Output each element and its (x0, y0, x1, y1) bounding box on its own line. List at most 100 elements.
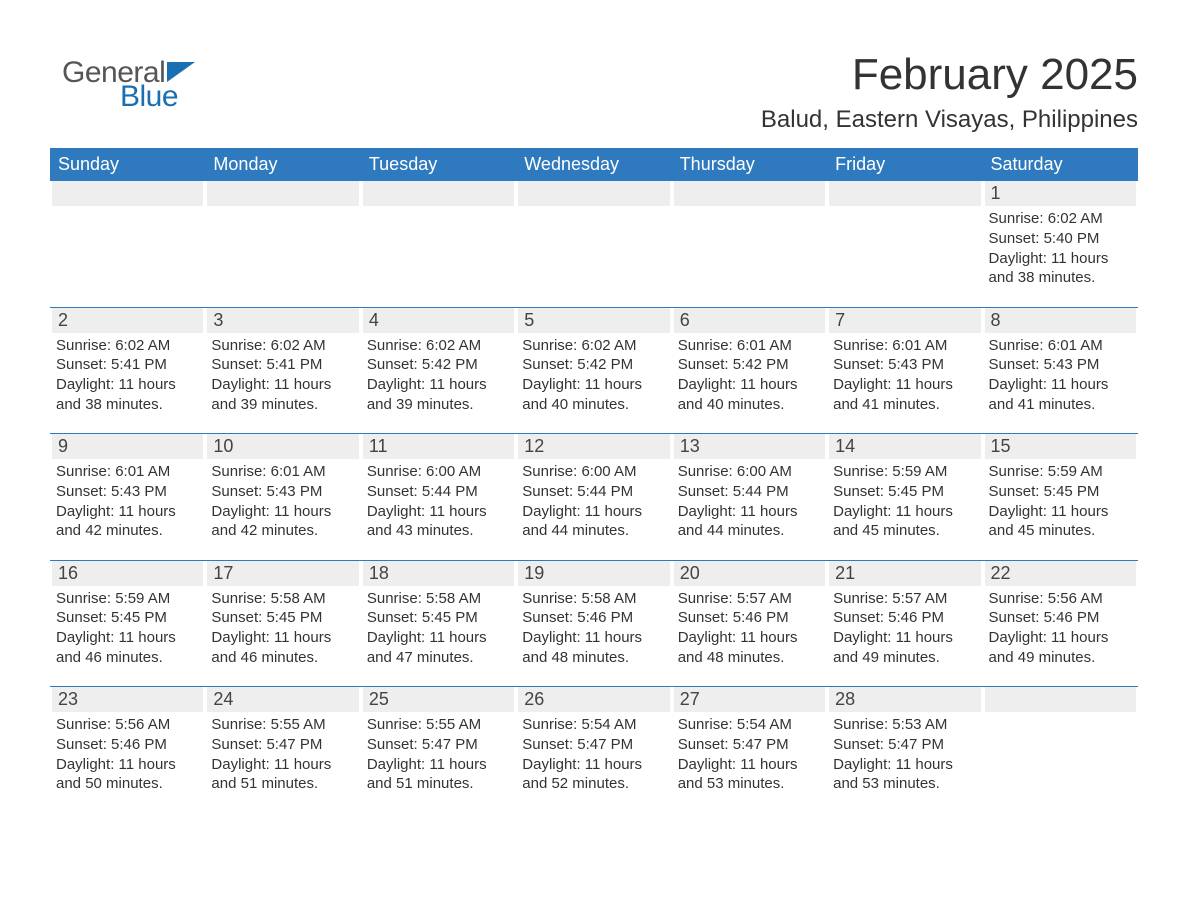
day-details: Sunrise: 5:58 AMSunset: 5:46 PMDaylight:… (518, 588, 669, 668)
weekday-header: Saturday (983, 148, 1138, 181)
daylight-text: Daylight: 11 hours and 46 minutes. (56, 628, 199, 668)
sunrise-text: Sunrise: 5:56 AM (989, 589, 1132, 609)
sunset-text: Sunset: 5:41 PM (211, 355, 354, 375)
day-number: 11 (363, 434, 514, 459)
calendar-day-cell: 14Sunrise: 5:59 AMSunset: 5:45 PMDayligh… (827, 434, 982, 560)
weekday-header: Tuesday (361, 148, 516, 181)
calendar-week: 9Sunrise: 6:01 AMSunset: 5:43 PMDaylight… (50, 434, 1138, 560)
sunset-text: Sunset: 5:42 PM (367, 355, 510, 375)
calendar-day-cell: 6Sunrise: 6:01 AMSunset: 5:42 PMDaylight… (672, 308, 827, 434)
day-number: 12 (518, 434, 669, 459)
sunset-text: Sunset: 5:47 PM (678, 735, 821, 755)
calendar-day-cell: 10Sunrise: 6:01 AMSunset: 5:43 PMDayligh… (205, 434, 360, 560)
sunset-text: Sunset: 5:47 PM (833, 735, 976, 755)
sunset-text: Sunset: 5:43 PM (56, 482, 199, 502)
day-details: Sunrise: 6:01 AMSunset: 5:43 PMDaylight:… (985, 335, 1136, 415)
logo-flag-icon (167, 62, 195, 82)
day-details: Sunrise: 6:01 AMSunset: 5:43 PMDaylight:… (207, 461, 358, 541)
sunset-text: Sunset: 5:44 PM (367, 482, 510, 502)
day-number: 28 (829, 687, 980, 712)
weekday-header: Thursday (672, 148, 827, 181)
day-details: Sunrise: 5:55 AMSunset: 5:47 PMDaylight:… (363, 714, 514, 794)
sunrise-text: Sunrise: 6:02 AM (56, 336, 199, 356)
day-number (674, 181, 825, 206)
day-number: 14 (829, 434, 980, 459)
sunrise-text: Sunrise: 5:57 AM (678, 589, 821, 609)
calendar-day-cell: 9Sunrise: 6:01 AMSunset: 5:43 PMDaylight… (50, 434, 205, 560)
sunrise-text: Sunrise: 5:55 AM (211, 715, 354, 735)
sunset-text: Sunset: 5:41 PM (56, 355, 199, 375)
sunrise-text: Sunrise: 5:56 AM (56, 715, 199, 735)
sunrise-text: Sunrise: 5:59 AM (989, 462, 1132, 482)
day-number: 26 (518, 687, 669, 712)
day-number: 5 (518, 308, 669, 333)
sunset-text: Sunset: 5:46 PM (678, 608, 821, 628)
day-number: 19 (518, 561, 669, 586)
weekday-header: Monday (205, 148, 360, 181)
day-details: Sunrise: 5:57 AMSunset: 5:46 PMDaylight:… (829, 588, 980, 668)
daylight-text: Daylight: 11 hours and 49 minutes. (833, 628, 976, 668)
day-details: Sunrise: 5:59 AMSunset: 5:45 PMDaylight:… (829, 461, 980, 541)
day-number: 24 (207, 687, 358, 712)
calendar-day-cell: 3Sunrise: 6:02 AMSunset: 5:41 PMDaylight… (205, 308, 360, 434)
day-number: 7 (829, 308, 980, 333)
day-number: 18 (363, 561, 514, 586)
sunset-text: Sunset: 5:42 PM (678, 355, 821, 375)
calendar-empty-cell (672, 181, 827, 307)
calendar-day-cell: 20Sunrise: 5:57 AMSunset: 5:46 PMDayligh… (672, 561, 827, 687)
calendar-day-cell: 11Sunrise: 6:00 AMSunset: 5:44 PMDayligh… (361, 434, 516, 560)
day-details: Sunrise: 5:59 AMSunset: 5:45 PMDaylight:… (985, 461, 1136, 541)
daylight-text: Daylight: 11 hours and 38 minutes. (989, 249, 1132, 289)
day-details: Sunrise: 6:02 AMSunset: 5:42 PMDaylight:… (363, 335, 514, 415)
sunrise-text: Sunrise: 5:57 AM (833, 589, 976, 609)
sunset-text: Sunset: 5:47 PM (211, 735, 354, 755)
sunset-text: Sunset: 5:43 PM (989, 355, 1132, 375)
daylight-text: Daylight: 11 hours and 40 minutes. (522, 375, 665, 415)
daylight-text: Daylight: 11 hours and 40 minutes. (678, 375, 821, 415)
calendar-day-cell: 5Sunrise: 6:02 AMSunset: 5:42 PMDaylight… (516, 308, 671, 434)
calendar-day-cell: 19Sunrise: 5:58 AMSunset: 5:46 PMDayligh… (516, 561, 671, 687)
day-number: 13 (674, 434, 825, 459)
calendar-empty-cell (983, 687, 1138, 813)
calendar-empty-cell (516, 181, 671, 307)
day-number: 4 (363, 308, 514, 333)
day-number: 17 (207, 561, 358, 586)
sunrise-text: Sunrise: 6:01 AM (56, 462, 199, 482)
sunset-text: Sunset: 5:47 PM (367, 735, 510, 755)
day-number: 16 (52, 561, 203, 586)
sunset-text: Sunset: 5:45 PM (56, 608, 199, 628)
day-number (52, 181, 203, 206)
day-number: 1 (985, 181, 1136, 206)
calendar-day-cell: 26Sunrise: 5:54 AMSunset: 5:47 PMDayligh… (516, 687, 671, 813)
day-details: Sunrise: 6:02 AMSunset: 5:42 PMDaylight:… (518, 335, 669, 415)
calendar-table: SundayMondayTuesdayWednesdayThursdayFrid… (50, 148, 1138, 813)
sunrise-text: Sunrise: 5:58 AM (367, 589, 510, 609)
calendar-day-cell: 8Sunrise: 6:01 AMSunset: 5:43 PMDaylight… (983, 308, 1138, 434)
day-details: Sunrise: 6:01 AMSunset: 5:43 PMDaylight:… (829, 335, 980, 415)
calendar-week: 16Sunrise: 5:59 AMSunset: 5:45 PMDayligh… (50, 561, 1138, 687)
daylight-text: Daylight: 11 hours and 41 minutes. (833, 375, 976, 415)
daylight-text: Daylight: 11 hours and 39 minutes. (367, 375, 510, 415)
sunrise-text: Sunrise: 6:01 AM (678, 336, 821, 356)
calendar-week: 23Sunrise: 5:56 AMSunset: 5:46 PMDayligh… (50, 687, 1138, 813)
sunrise-text: Sunrise: 5:54 AM (522, 715, 665, 735)
day-number (829, 181, 980, 206)
day-details: Sunrise: 5:54 AMSunset: 5:47 PMDaylight:… (518, 714, 669, 794)
daylight-text: Daylight: 11 hours and 42 minutes. (56, 502, 199, 542)
sunrise-text: Sunrise: 6:00 AM (367, 462, 510, 482)
calendar-day-cell: 25Sunrise: 5:55 AMSunset: 5:47 PMDayligh… (361, 687, 516, 813)
sunrise-text: Sunrise: 5:58 AM (522, 589, 665, 609)
day-details: Sunrise: 6:01 AMSunset: 5:42 PMDaylight:… (674, 335, 825, 415)
day-number: 21 (829, 561, 980, 586)
daylight-text: Daylight: 11 hours and 51 minutes. (211, 755, 354, 795)
day-number (985, 687, 1136, 712)
day-details: Sunrise: 5:58 AMSunset: 5:45 PMDaylight:… (207, 588, 358, 668)
daylight-text: Daylight: 11 hours and 47 minutes. (367, 628, 510, 668)
calendar-day-cell: 21Sunrise: 5:57 AMSunset: 5:46 PMDayligh… (827, 561, 982, 687)
sunrise-text: Sunrise: 6:02 AM (367, 336, 510, 356)
sunrise-text: Sunrise: 5:53 AM (833, 715, 976, 735)
calendar-day-cell: 24 Sunrise: 5:55 AMSunset: 5:47 PMDayligh… (205, 687, 360, 813)
location-subtitle: Balud, Eastern Visayas, Philippines (50, 106, 1138, 134)
sunset-text: Sunset: 5:45 PM (211, 608, 354, 628)
calendar-day-cell: 23Sunrise: 5:56 AMSunset: 5:46 PMDayligh… (50, 687, 205, 813)
